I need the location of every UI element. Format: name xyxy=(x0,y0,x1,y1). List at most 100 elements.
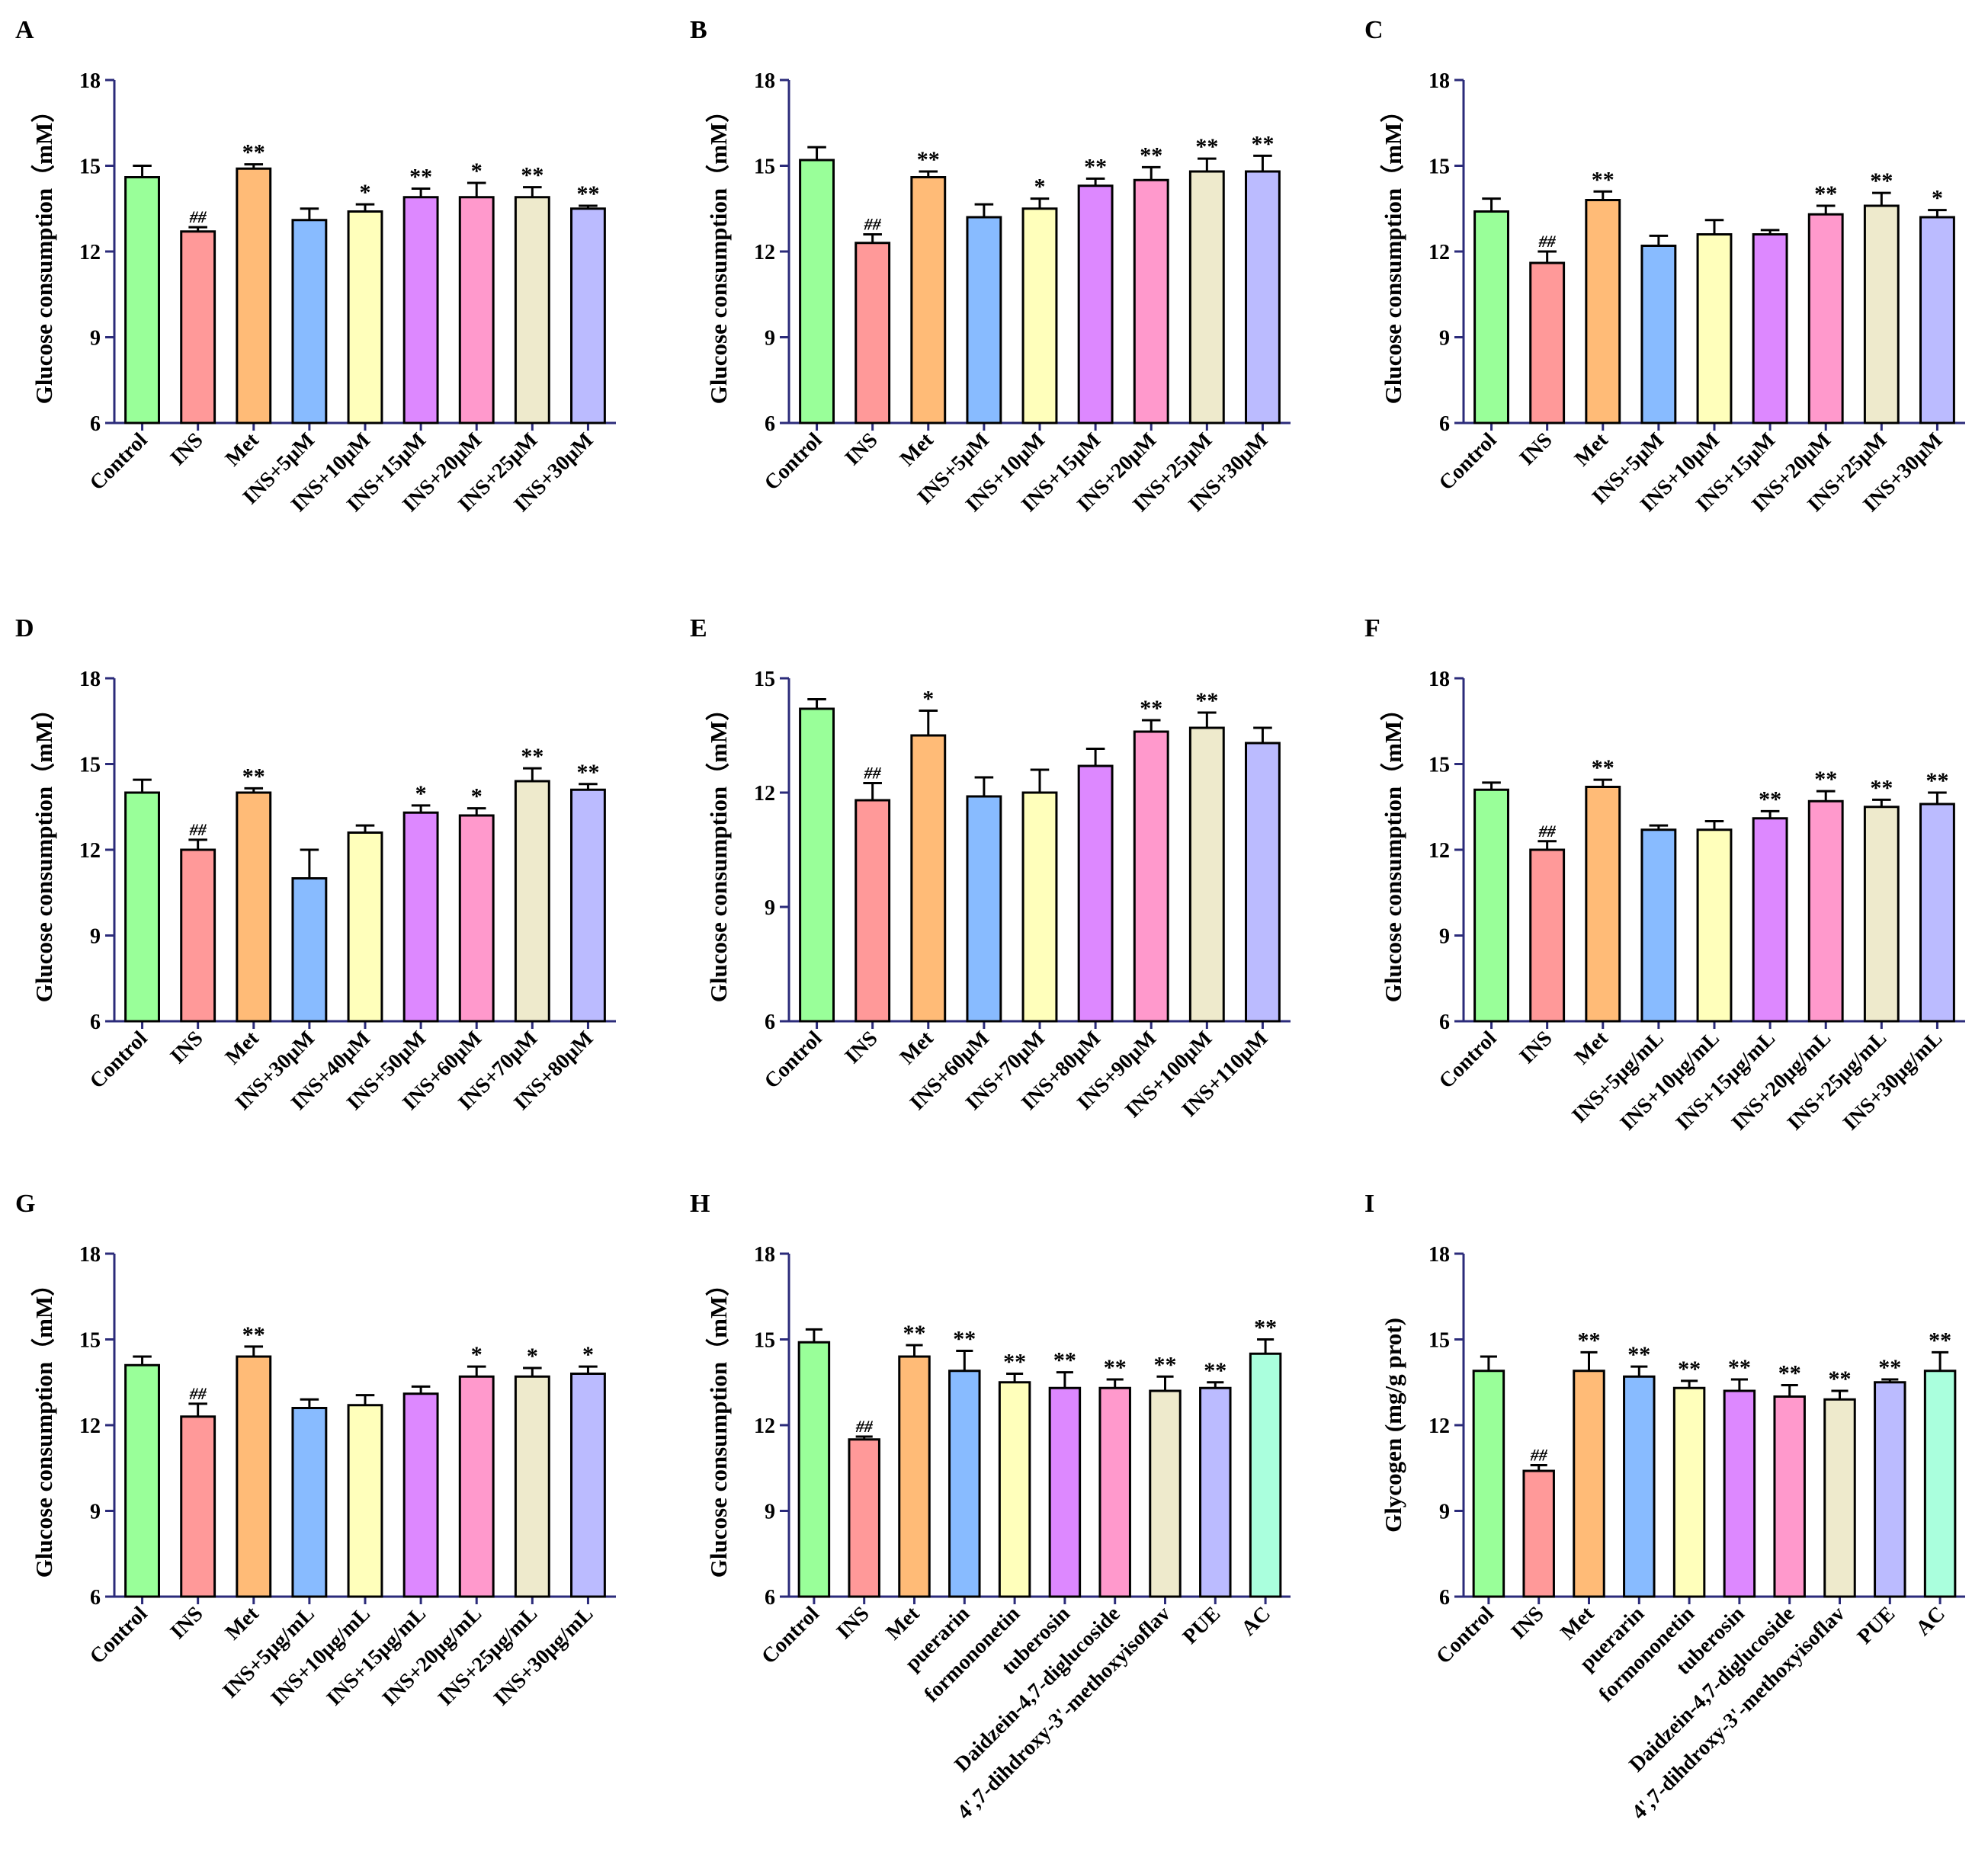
bar xyxy=(1188,170,1225,424)
bar xyxy=(291,1407,328,1598)
significance-mark: ** xyxy=(1592,167,1614,192)
y-tick-label: 18 xyxy=(79,668,101,691)
significance-mark: ** xyxy=(1254,1315,1277,1341)
bar xyxy=(1199,1386,1232,1598)
significance-mark: ## xyxy=(864,764,882,783)
panel-e: E Glucose consumption（mM） 6 9 12 15 Control ## I… xyxy=(690,614,1291,1123)
bar xyxy=(998,1381,1031,1598)
x-tick-label: Control xyxy=(760,1027,827,1094)
y-tick-label: 12 xyxy=(1428,839,1450,863)
y-axis-label: Glucose consumption（mM） xyxy=(30,1273,57,1578)
panel-h: H Glucose consumption（mM） 6 9 12 15 18 Control #… xyxy=(690,1190,1291,1825)
bar xyxy=(910,176,947,424)
bar xyxy=(1585,786,1621,1023)
y-tick-label: 12 xyxy=(754,1414,775,1438)
x-tick-label: INS+30μg/mL xyxy=(1839,1027,1947,1135)
bar xyxy=(1672,1386,1706,1598)
bar xyxy=(1752,233,1788,424)
y-axis-label: Glucose consumption（mM） xyxy=(1380,697,1406,1002)
panel-label: C xyxy=(1364,16,1384,44)
bar xyxy=(1133,178,1169,424)
panel-label: I xyxy=(1364,1190,1374,1218)
x-tick-label: INS xyxy=(841,428,883,470)
x-tick-label: Control xyxy=(1432,1602,1499,1669)
x-tick-label: Met xyxy=(1556,1602,1598,1645)
y-tick-label: 18 xyxy=(1428,69,1450,93)
x-tick-label: PUE xyxy=(1178,1602,1226,1649)
y-tick-label: 12 xyxy=(754,241,775,264)
y-tick-label: 12 xyxy=(79,241,101,264)
significance-mark: * xyxy=(471,159,483,184)
significance-mark: * xyxy=(471,1342,483,1367)
x-tick-label: Control xyxy=(85,1027,152,1094)
y-tick-label: 9 xyxy=(90,1501,101,1524)
significance-mark: * xyxy=(582,1342,594,1367)
y-tick-label: 9 xyxy=(90,925,101,949)
bar xyxy=(1863,204,1900,424)
x-tick-label: Control xyxy=(1435,428,1502,495)
x-tick-label: Met xyxy=(896,1027,938,1069)
bar xyxy=(1245,742,1281,1023)
bar xyxy=(514,780,550,1023)
bar xyxy=(1874,1381,1906,1598)
significance-mark: ** xyxy=(1578,1328,1601,1353)
panel-label: G xyxy=(15,1190,35,1218)
significance-mark: ## xyxy=(189,820,207,839)
significance-mark: ** xyxy=(242,1322,265,1347)
significance-mark: ** xyxy=(576,760,599,785)
bar xyxy=(1529,848,1566,1023)
bar xyxy=(458,196,495,424)
significance-mark: ** xyxy=(1814,181,1837,207)
bar xyxy=(1473,788,1509,1023)
x-tick-label: INS xyxy=(841,1027,883,1068)
significance-mark: * xyxy=(360,180,371,205)
x-tick-label: INS xyxy=(1515,1027,1557,1068)
x-tick-label: Control xyxy=(1435,1027,1502,1094)
y-tick-label: 18 xyxy=(754,69,775,93)
bar xyxy=(347,831,383,1023)
x-tick-label: Control xyxy=(85,428,152,495)
bar xyxy=(570,788,606,1023)
significance-mark: * xyxy=(1034,175,1046,200)
y-tick-label: 15 xyxy=(79,754,101,777)
y-tick-label: 6 xyxy=(90,1011,101,1034)
bar xyxy=(570,207,606,424)
y-tick-label: 18 xyxy=(79,1243,101,1267)
bar xyxy=(797,1341,831,1598)
x-tick-label: Control xyxy=(85,1602,152,1669)
bar xyxy=(1640,828,1677,1023)
significance-mark: ## xyxy=(1530,1446,1548,1465)
bar xyxy=(124,791,160,1023)
y-tick-label: 6 xyxy=(1439,412,1450,436)
y-tick-label: 15 xyxy=(754,155,775,179)
significance-mark: ** xyxy=(242,764,265,789)
panel-a: A Glucose consumption（mM） 6 9 12 15 18 Control #… xyxy=(15,16,616,517)
x-tick-label: INS xyxy=(166,1602,208,1644)
y-tick-label: 15 xyxy=(1428,1329,1450,1353)
bar xyxy=(236,1355,272,1598)
bar xyxy=(1098,1386,1131,1598)
significance-mark: ** xyxy=(1870,168,1893,194)
bar xyxy=(570,1373,606,1598)
significance-mark: ** xyxy=(242,140,265,165)
y-tick-label: 15 xyxy=(1428,754,1450,777)
significance-mark: ** xyxy=(1929,1328,1951,1353)
x-tick-label: Control xyxy=(760,428,827,495)
y-tick-label: 9 xyxy=(765,327,775,351)
significance-mark: ## xyxy=(1538,822,1557,841)
panel-i: I Glycogen (mg/g prot) 6 9 12 15 18 Control ## IN… xyxy=(1364,1190,1965,1825)
bar xyxy=(1021,207,1058,424)
y-tick-label: 6 xyxy=(765,412,775,436)
y-tick-label: 15 xyxy=(1428,155,1450,179)
bar xyxy=(124,176,160,424)
bar xyxy=(514,196,550,424)
bar xyxy=(1585,199,1621,424)
y-tick-label: 12 xyxy=(754,782,775,806)
y-tick-label: 9 xyxy=(1439,1501,1450,1524)
significance-mark: ** xyxy=(1592,755,1614,780)
x-tick-label: INS xyxy=(1515,428,1557,470)
y-axis-label: Glucose consumption（mM） xyxy=(1380,99,1406,404)
x-tick-label: Control xyxy=(757,1602,824,1669)
y-tick-label: 6 xyxy=(90,1586,101,1610)
y-tick-label: 18 xyxy=(1428,668,1450,691)
